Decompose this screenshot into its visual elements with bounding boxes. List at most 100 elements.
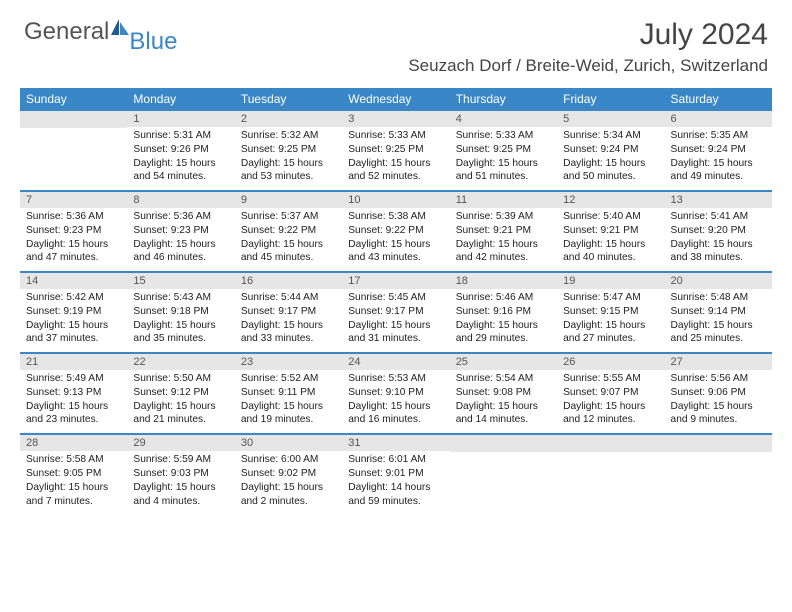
day-content xyxy=(665,452,772,510)
day-content: Sunrise: 5:56 AMSunset: 9:06 PMDaylight:… xyxy=(665,370,772,433)
calendar-week-row: 1Sunrise: 5:31 AMSunset: 9:26 PMDaylight… xyxy=(20,110,772,191)
day-content: Sunrise: 5:37 AMSunset: 9:22 PMDaylight:… xyxy=(235,208,342,271)
day-info-line: Daylight: 15 hours xyxy=(456,319,551,333)
calendar-day-cell: 24Sunrise: 5:53 AMSunset: 9:10 PMDayligh… xyxy=(342,353,449,434)
logo-sail-icon xyxy=(109,17,131,42)
day-info-line: and 45 minutes. xyxy=(241,251,336,265)
day-number: 25 xyxy=(450,354,557,370)
day-content: Sunrise: 5:44 AMSunset: 9:17 PMDaylight:… xyxy=(235,289,342,352)
day-content: Sunrise: 5:34 AMSunset: 9:24 PMDaylight:… xyxy=(557,127,664,190)
day-info-line: Sunrise: 5:58 AM xyxy=(26,453,121,467)
day-content: Sunrise: 5:45 AMSunset: 9:17 PMDaylight:… xyxy=(342,289,449,352)
day-info-line: and 31 minutes. xyxy=(348,332,443,346)
day-content: Sunrise: 5:59 AMSunset: 9:03 PMDaylight:… xyxy=(127,451,234,514)
day-info-line: Sunset: 9:19 PM xyxy=(26,305,121,319)
day-info-line: Daylight: 15 hours xyxy=(348,238,443,252)
day-info-line: Daylight: 15 hours xyxy=(26,238,121,252)
day-info-line: Sunset: 9:13 PM xyxy=(26,386,121,400)
calendar-day-cell: 11Sunrise: 5:39 AMSunset: 9:21 PMDayligh… xyxy=(450,191,557,272)
day-number: 21 xyxy=(20,354,127,370)
day-info-line: and 40 minutes. xyxy=(563,251,658,265)
day-number: 22 xyxy=(127,354,234,370)
calendar-day-cell xyxy=(450,434,557,514)
day-number: 9 xyxy=(235,192,342,208)
header: General Blue July 2024 Seuzach Dorf / Br… xyxy=(0,0,792,82)
day-content: Sunrise: 6:00 AMSunset: 9:02 PMDaylight:… xyxy=(235,451,342,514)
day-info-line: Sunset: 9:24 PM xyxy=(671,143,766,157)
day-number: 15 xyxy=(127,273,234,289)
day-content xyxy=(20,128,127,186)
calendar-day-cell: 19Sunrise: 5:47 AMSunset: 9:15 PMDayligh… xyxy=(557,272,664,353)
day-info-line: and 16 minutes. xyxy=(348,413,443,427)
logo-text-blue: Blue xyxy=(129,28,177,56)
day-info-line: Daylight: 15 hours xyxy=(26,481,121,495)
day-info-line: Daylight: 15 hours xyxy=(563,157,658,171)
calendar-day-cell: 20Sunrise: 5:48 AMSunset: 9:14 PMDayligh… xyxy=(665,272,772,353)
day-content: Sunrise: 5:36 AMSunset: 9:23 PMDaylight:… xyxy=(127,208,234,271)
day-info-line: Sunrise: 5:36 AM xyxy=(133,210,228,224)
calendar-day-cell: 8Sunrise: 5:36 AMSunset: 9:23 PMDaylight… xyxy=(127,191,234,272)
calendar-week-row: 21 Sunrise: 5:49 AMSunset: 9:13 PM Dayligh… xyxy=(20,353,772,434)
day-number: 13 xyxy=(665,192,772,208)
day-info-line: Sunset: 9:22 PM xyxy=(348,224,443,238)
day-info-line: Daylight: 15 hours xyxy=(348,157,443,171)
day-info-line: Sunrise: 5:42 AM xyxy=(26,291,121,305)
day-number: 27 xyxy=(665,354,772,370)
calendar-day-cell xyxy=(20,110,127,191)
day-info-line: Sunrise: 5:40 AM xyxy=(563,210,658,224)
weekday-header: Tuesday xyxy=(235,89,342,111)
day-info-line: Sunset: 9:23 PM xyxy=(26,224,121,238)
day-number: 2 xyxy=(235,111,342,127)
calendar-day-cell: 10Sunrise: 5:38 AMSunset: 9:22 PMDayligh… xyxy=(342,191,449,272)
day-info-line: and 14 minutes. xyxy=(456,413,551,427)
day-number: 5 xyxy=(557,111,664,127)
day-info-line: Sunset: 9:14 PM xyxy=(671,305,766,319)
day-info-line: Sunset: 9:10 PM xyxy=(348,386,443,400)
day-info-line: Daylight: 15 hours xyxy=(563,319,658,333)
calendar-day-cell: 12Sunrise: 5:40 AMSunset: 9:21 PMDayligh… xyxy=(557,191,664,272)
day-content: Sunrise: 5:52 AMSunset: 9:11 PMDaylight:… xyxy=(235,370,342,433)
day-info-line: Sunset: 9:08 PM xyxy=(456,386,551,400)
day-number: 23 xyxy=(235,354,342,370)
day-info-line: Daylight: 15 hours xyxy=(456,400,551,414)
day-info-line: and 54 minutes. xyxy=(133,170,228,184)
day-info-line: Sunrise: 5:44 AM xyxy=(241,291,336,305)
day-info-line: Sunset: 9:21 PM xyxy=(456,224,551,238)
day-info-line: Daylight: 15 hours xyxy=(241,400,336,414)
day-number: 30 xyxy=(235,435,342,451)
calendar-table: SundayMondayTuesdayWednesdayThursdayFrid… xyxy=(20,88,772,514)
day-info-line: Sunrise: 5:32 AM xyxy=(241,129,336,143)
weekday-header: Wednesday xyxy=(342,89,449,111)
day-number: 20 xyxy=(665,273,772,289)
day-content: Sunrise: 5:47 AMSunset: 9:15 PMDaylight:… xyxy=(557,289,664,352)
day-info-line: Daylight: 15 hours xyxy=(671,238,766,252)
day-content xyxy=(557,452,664,510)
day-info-line: Sunset: 9:22 PM xyxy=(241,224,336,238)
day-number: 4 xyxy=(450,111,557,127)
day-info-line: Sunrise: 5:33 AM xyxy=(456,129,551,143)
day-content: Sunrise: 5:33 AMSunset: 9:25 PMDaylight:… xyxy=(342,127,449,190)
day-info-line: Sunrise: 5:49 AM xyxy=(26,372,121,386)
day-number: 11 xyxy=(450,192,557,208)
day-content: Sunrise: 6:01 AMSunset: 9:01 PMDaylight:… xyxy=(342,451,449,514)
day-info-line: Daylight: 15 hours xyxy=(26,319,121,333)
day-info-line: and 49 minutes. xyxy=(671,170,766,184)
day-info-line: Sunrise: 5:41 AM xyxy=(671,210,766,224)
day-info-line: Daylight: 15 hours xyxy=(133,319,228,333)
day-info-line: and 9 minutes. xyxy=(671,413,766,427)
calendar-day-cell: 6Sunrise: 5:35 AMSunset: 9:24 PMDaylight… xyxy=(665,110,772,191)
calendar-day-cell: 16Sunrise: 5:44 AMSunset: 9:17 PMDayligh… xyxy=(235,272,342,353)
day-number xyxy=(450,435,557,452)
day-content xyxy=(450,452,557,510)
day-info-line: and 43 minutes. xyxy=(348,251,443,265)
day-content: Sunrise: 5:35 AMSunset: 9:24 PMDaylight:… xyxy=(665,127,772,190)
day-info-line: Sunset: 9:24 PM xyxy=(563,143,658,157)
day-info-line: Sunset: 9:23 PM xyxy=(133,224,228,238)
day-info-line: Sunrise: 6:00 AM xyxy=(241,453,336,467)
calendar-day-cell: 22Sunrise: 5:50 AMSunset: 9:12 PMDayligh… xyxy=(127,353,234,434)
day-info-line: Sunrise: 5:38 AM xyxy=(348,210,443,224)
day-info-line: and 47 minutes. xyxy=(26,251,121,265)
day-number: 6 xyxy=(665,111,772,127)
day-info-line: Sunset: 9:05 PM xyxy=(26,467,121,481)
day-content: Sunrise: 5:31 AMSunset: 9:26 PMDaylight:… xyxy=(127,127,234,190)
